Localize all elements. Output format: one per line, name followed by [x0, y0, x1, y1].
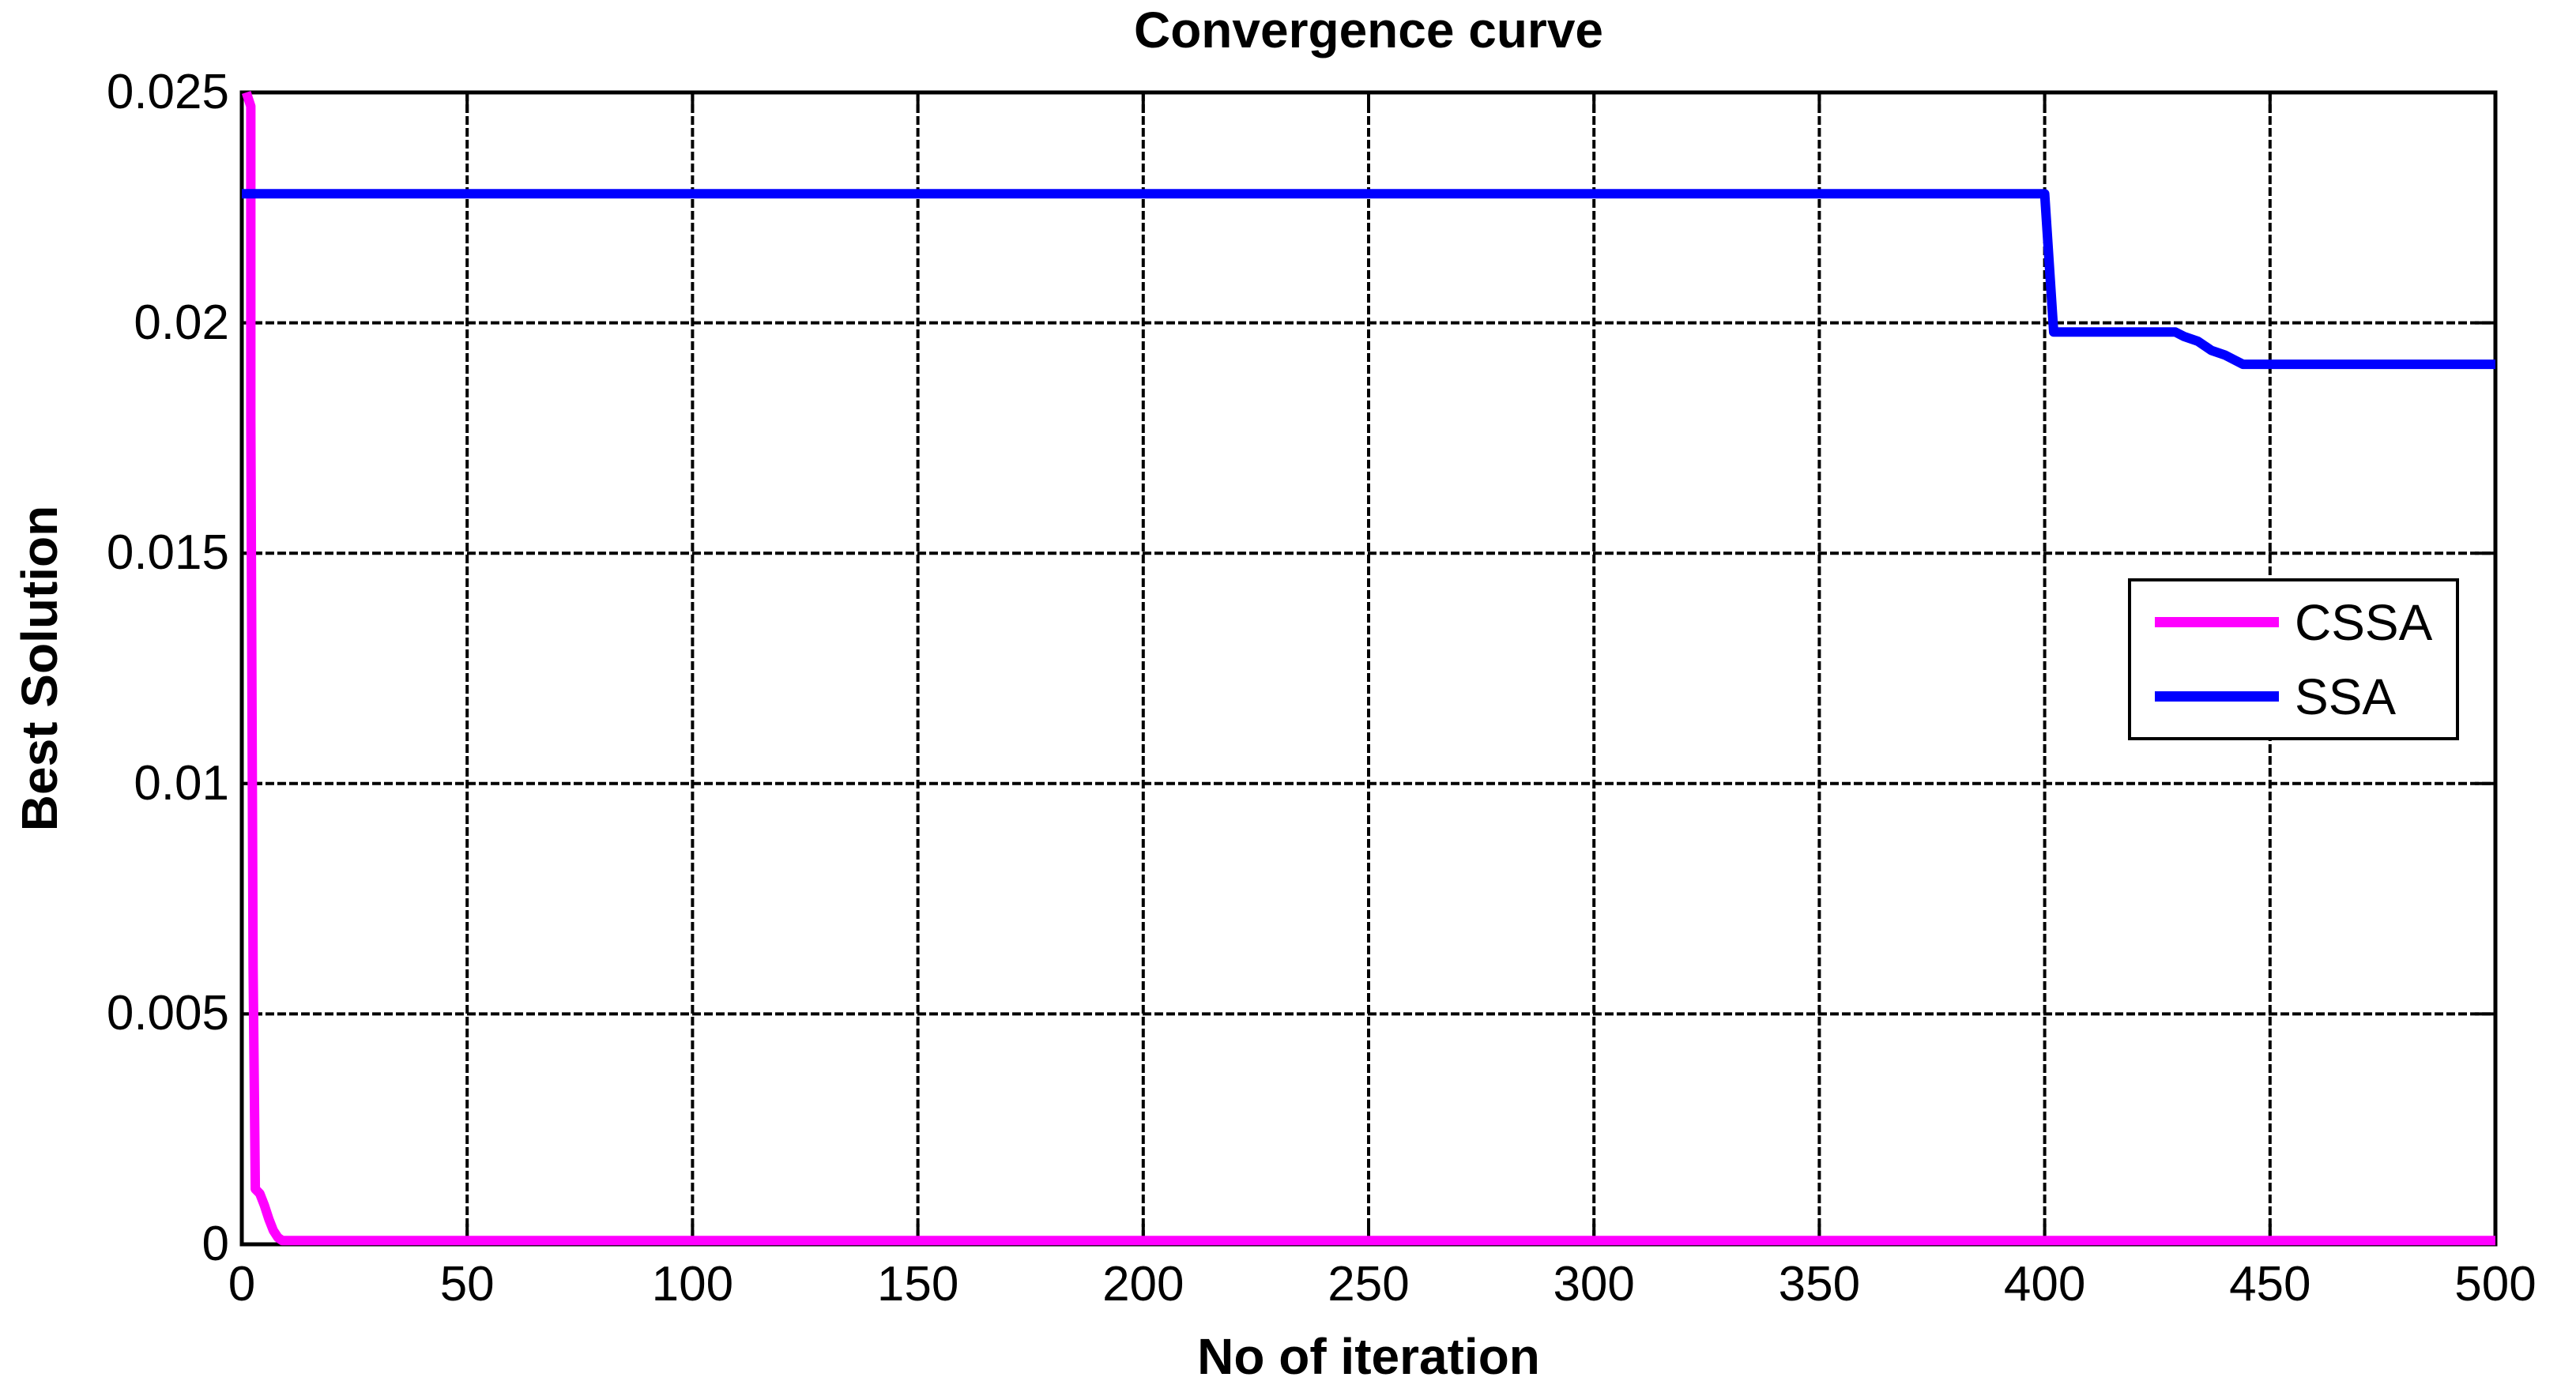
x-tick-label-200: 200: [1102, 1257, 1184, 1311]
gridlines: [242, 92, 2495, 1244]
y-tick-label-0: 0: [201, 1217, 229, 1271]
x-tick-label-450: 450: [2229, 1257, 2311, 1311]
cssa-curve: [241, 91, 2495, 1246]
cssa-legend-label: CSSA: [2295, 593, 2433, 651]
x-tick-label-400: 400: [2003, 1257, 2086, 1311]
legend: CSSA SSA: [2128, 578, 2459, 740]
data-series: [241, 91, 2495, 1246]
ssa-curve: [242, 189, 2495, 370]
ssa-legend-label: SSA: [2295, 668, 2397, 725]
chart-title: Convergence curve: [1133, 2, 1604, 58]
y-axis-label: Best Solution: [11, 505, 68, 832]
x-axis-label: No of iteration: [1197, 1328, 1540, 1385]
x-tick-label-100: 100: [651, 1257, 734, 1311]
ssa-legend-line: [2155, 691, 2279, 702]
x-tick-label-0: 0: [228, 1257, 256, 1311]
legend-item-ssa: SSA: [2155, 672, 2456, 722]
legend-item-cssa: CSSA: [2155, 597, 2456, 648]
y-tick-label-0.015: 0.015: [106, 525, 229, 581]
x-tick-label-500: 500: [2454, 1257, 2536, 1311]
x-tick-label-50: 50: [439, 1257, 495, 1311]
y-tick-label-0.01: 0.01: [134, 755, 229, 811]
x-tick-label-150: 150: [876, 1257, 959, 1311]
cssa-legend-line: [2155, 617, 2279, 627]
x-tick-label-300: 300: [1553, 1257, 1635, 1311]
y-tick-label-0.005: 0.005: [106, 986, 229, 1041]
x-tick-label-350: 350: [1778, 1257, 1861, 1311]
x-tick-label-250: 250: [1328, 1257, 1410, 1311]
y-tick-label-0.02: 0.02: [134, 295, 229, 350]
y-tick-label-0.025: 0.025: [106, 65, 229, 119]
